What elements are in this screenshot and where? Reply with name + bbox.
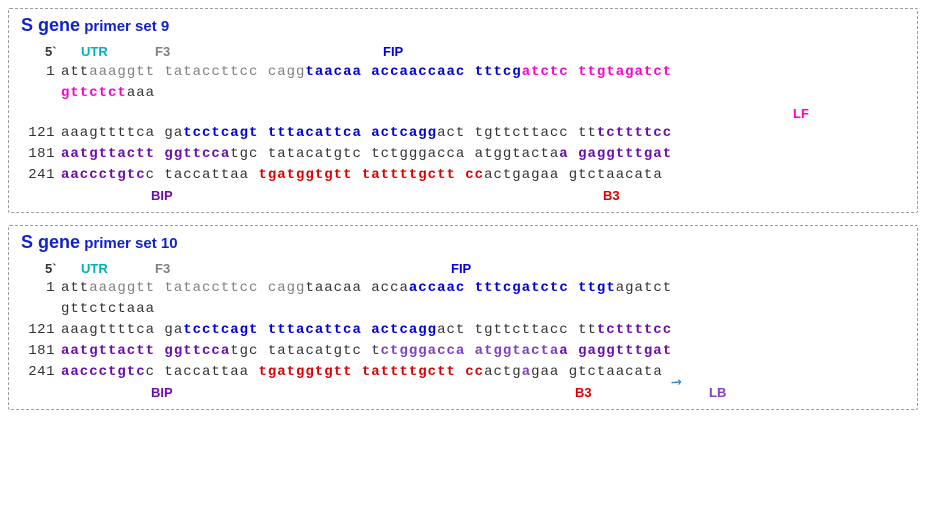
sequence-text: aaccctgtcc taccattaa tgatggtgtt tattttgc… (61, 167, 663, 183)
sequence-segment: c taccattaa (146, 167, 259, 183)
primer-label: LB (709, 383, 726, 403)
sequence-row: 181aatgttactt ggttccatgc tatacatgtc tctg… (21, 341, 905, 362)
sequence-text: aaagttttca gatcctcagt tttacattca actcagg… (61, 125, 672, 141)
position-number: 1 (21, 62, 61, 83)
primer-label: FIP (451, 259, 471, 279)
sequence-segment: tgatggtgtt tattttgctt cc (258, 167, 484, 183)
sequence-segment: gttctct (61, 85, 127, 101)
sequence-segment: tcttttcc (597, 125, 672, 141)
panel: S gene primer set 105`UTRF3FIP1attaaaggt… (8, 225, 918, 410)
sequence-text: gttctctaaa (61, 301, 155, 317)
sequence-segment: att (61, 280, 89, 296)
primer-label: BIP (151, 186, 173, 206)
sequence-segment: a gaggtttgat (559, 343, 672, 359)
labels-above: 5` UTR F3 FIP (21, 259, 905, 279)
sequence-text: gttctctaaa (61, 85, 155, 101)
sequence-text: aatgttactt ggttccatgc tatacatgtc tctggga… (61, 343, 672, 359)
panel-title: S gene primer set 10 (21, 232, 905, 253)
sequence-segment: actg (484, 364, 522, 380)
primer-label: F3 (155, 259, 170, 279)
sequence-segment: agatct (616, 64, 672, 80)
sequence-segment: aaagttttca ga (61, 125, 183, 141)
sequence-row: 1attaaaggtt tataccttcc caggtaacaa accaac… (21, 62, 905, 83)
sequence-segment: aatgttactt ggttcca (61, 343, 230, 359)
sequence-row: 121aaagttttca gatcctcagt tttacattca actc… (21, 123, 905, 144)
sequence-segment: accaac tttcgatctc ttgt (409, 280, 616, 296)
sequence-row: 241aaccctgtcc taccattaa tgatggtgtt tattt… (21, 165, 905, 186)
primer-label: 5` (45, 259, 57, 279)
sequence-segment: tcctcagt tttacattca actcagg (183, 322, 437, 338)
sequence-segment: tataccttcc cagg (164, 280, 305, 296)
position-number: 241 (21, 362, 61, 383)
sequence-segment: tgatggtgtt tattttgctt cc (258, 364, 484, 380)
labels-below: BIPB3LB↘ (21, 383, 905, 403)
sequence-row: 181aatgttactt ggttccatgc tatacatgtc tctg… (21, 144, 905, 165)
sequence-segment: atctc ttgt (522, 64, 616, 80)
panel-title: S gene primer set 9 (21, 15, 905, 36)
sequence-segment: tcttttcc (597, 322, 672, 338)
sequence-row: gttctctaaa (21, 299, 905, 320)
sequence-segment: att (61, 64, 89, 80)
sequence-segment: aaccctgtc (61, 364, 146, 380)
sequence-segment: gttctctaaa (61, 301, 155, 317)
sequence-segment: aaccaac tttcg (399, 64, 521, 80)
sequence-segment: tcctcagt tttacattca actcagg (183, 125, 437, 141)
primer-label: FIP (383, 42, 403, 62)
sequence-segment: a (89, 64, 98, 80)
sequence-row: 121aaagttttca gatcctcagt tttacattca actc… (21, 320, 905, 341)
sequence-segment: taacaa acca (305, 280, 408, 296)
panel: S gene primer set 95`UTRF3FIP1attaaaggtt… (8, 8, 918, 213)
sequence-segment: taacaa acc (305, 64, 399, 80)
sequence-segment: a gaggtttgat (559, 146, 672, 162)
sequence-text: aaccctgtcc taccattaa tgatggtgtt tattttgc… (61, 364, 663, 380)
sequence-row: gttctctaaa (21, 83, 905, 104)
sequence-row: 241aaccctgtcc taccattaa tgatggtgtt tattt… (21, 362, 905, 383)
primer-label: B3 (575, 383, 592, 403)
sequence-segment: a (522, 364, 531, 380)
sequence-segment: aatgttactt ggttcca (61, 146, 230, 162)
primer-set-label: primer set 9 (80, 18, 169, 35)
primer-label: LF (793, 104, 809, 124)
primer-label: F3 (155, 42, 170, 62)
sequence-segment: a (89, 280, 98, 296)
sequence-text: aatgttactt ggttccatgc tatacatgtc tctggga… (61, 146, 672, 162)
sequence-row: 1attaaaggtt tataccttcc caggtaacaa accaac… (21, 278, 905, 299)
position-number: 181 (21, 341, 61, 362)
sequence-segment: act tgttcttacc tt (437, 322, 597, 338)
sequence-segment: tgc tatacatgtc t (230, 343, 380, 359)
sequence-segment: actgagaa gtctaacata (484, 167, 663, 183)
position-number: 241 (21, 165, 61, 186)
sequence-segment: aaa (127, 85, 155, 101)
sequence-segment: c taccattaa (146, 364, 259, 380)
sequence-segment: aaccctgtc (61, 167, 146, 183)
sequence-segment: aaggtt (99, 64, 165, 80)
labels-below: BIP B3 (21, 186, 905, 206)
sequence-segment: gaa gtctaacata (531, 364, 663, 380)
sequence-segment: aaagttttca ga (61, 322, 183, 338)
sequence-text: attaaaggtt tataccttcc caggtaacaa accaacc… (61, 280, 672, 296)
position-number: 181 (21, 144, 61, 165)
sequence-segment: tgc tatacatgtc tctgggacca atggtacta (230, 146, 559, 162)
sequence-text: aaagttttca gatcctcagt tttacattca actcagg… (61, 322, 672, 338)
labels-above: 5` UTR F3 FIP (21, 42, 905, 62)
sequence-segment: agatct (616, 280, 672, 296)
primer-label: BIP (151, 383, 173, 403)
sequence-text: attaaaggtt tataccttcc caggtaacaa accaacc… (61, 64, 672, 80)
primer-label: UTR (81, 259, 108, 279)
position-number: 1 (21, 278, 61, 299)
primer-label: UTR (81, 42, 108, 62)
sequence-segment: tataccttcc cagg (164, 64, 305, 80)
primer-label: B3 (603, 186, 620, 206)
labels-below: LF (21, 104, 905, 124)
gene-name: S gene (21, 232, 80, 252)
position-number: 121 (21, 123, 61, 144)
gene-name: S gene (21, 15, 80, 35)
primer-set-label: primer set 10 (80, 235, 178, 252)
sequence-segment: act tgttcttacc tt (437, 125, 597, 141)
sequence-segment: aaggtt (99, 280, 165, 296)
primer-label: 5` (45, 42, 57, 62)
position-number: 121 (21, 320, 61, 341)
sequence-segment: ctgggacca atggtacta (381, 343, 560, 359)
